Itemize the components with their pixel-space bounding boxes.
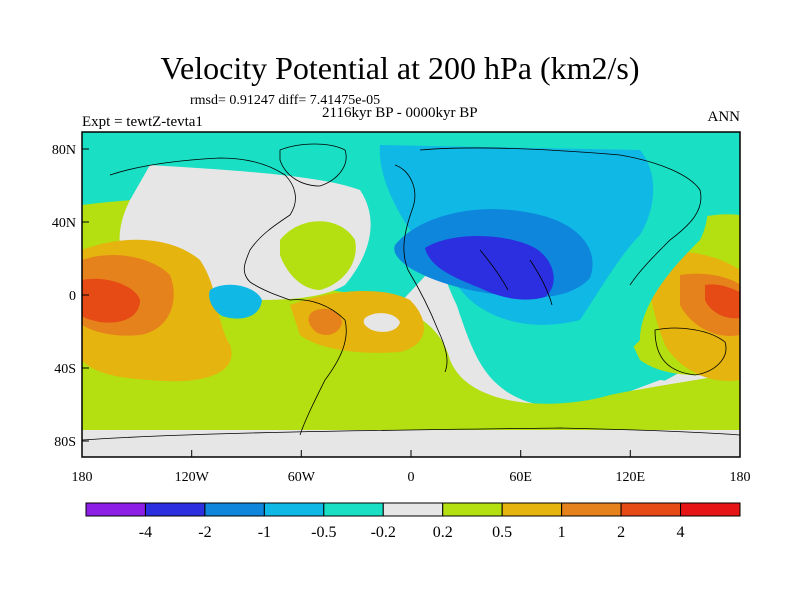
coast-india-arabia — [479, 249, 553, 306]
plot-title: Velocity Potential at 200 hPa (km2/s) — [160, 50, 640, 86]
lon-tick-marks — [81, 450, 741, 457]
colorbar-box — [680, 502, 741, 517]
colorbar-box — [204, 502, 265, 517]
rmsd-diff-stats: rmsd= 0.91247 diff= 7.41475e-05 — [190, 93, 381, 108]
colorbar-label: -0.5 — [311, 524, 336, 541]
colorbar-box — [442, 502, 503, 517]
contour-neg-0p5-americas — [209, 284, 262, 319]
colorbar-label: 2 — [617, 524, 625, 541]
lon-tick-label: 120W — [175, 470, 210, 485]
season-label: ANN — [707, 109, 741, 125]
contour-pos-2-maritime — [705, 284, 740, 319]
lat-tick-label: 80S — [54, 435, 76, 450]
colorbar-box — [382, 502, 444, 517]
colorbar-box — [144, 502, 206, 517]
colorbar-label: 4 — [677, 524, 685, 541]
experiment-label: Expt = tewtZ-tevta1 — [82, 114, 203, 130]
contour-pos-1-brazil — [308, 308, 342, 335]
colorbar-box — [620, 502, 682, 517]
colorbar-label: -0.2 — [371, 524, 396, 541]
colorbar-label: 0.5 — [492, 524, 512, 541]
colorbar-box — [561, 502, 622, 517]
colorbar-label: -2 — [198, 524, 211, 541]
coastlines — [82, 143, 740, 441]
lon-tick-label: 120E — [616, 470, 646, 485]
coast-australia — [654, 327, 727, 376]
colorbar — [85, 502, 741, 517]
lat-tick-label: 0 — [69, 289, 76, 304]
coast-south-america — [289, 299, 347, 436]
colorbar-box — [323, 502, 384, 517]
contour-field — [82, 132, 740, 457]
coast-europe-africa — [394, 164, 448, 373]
contour-pos-0p2-atlantic — [280, 221, 356, 290]
colorbar-box — [85, 502, 146, 517]
contour-neutral-atlantic-blob — [363, 313, 400, 332]
lat-tick-labels: 80N 40N 0 40S 80S — [52, 143, 76, 450]
contour-pos-0p5-atlantic — [290, 290, 424, 353]
lat-tick-label: 40N — [52, 216, 76, 231]
colorbar-label: 0.2 — [433, 524, 453, 541]
lon-tick-label: 60E — [509, 470, 532, 485]
coast-greenland — [279, 143, 347, 187]
contour-pos-2-pacific — [82, 278, 140, 323]
colorbar-box — [501, 502, 563, 517]
coast-north-america — [109, 157, 296, 301]
lat-tick-label: 80N — [52, 143, 76, 158]
coast-asia — [419, 147, 702, 286]
colorbar-label: -1 — [258, 524, 271, 541]
lon-tick-labels: 180 120W 60W 0 60E 120E 180 — [72, 470, 751, 485]
lat-tick-marks — [82, 148, 89, 442]
colorbar-label: 1 — [558, 524, 566, 541]
lat-tick-label: 40S — [54, 362, 76, 377]
colorbar-label: -4 — [139, 524, 152, 541]
lon-tick-label: 0 — [408, 470, 415, 485]
colorbar-box — [263, 502, 325, 517]
lon-tick-label: 60W — [288, 470, 316, 485]
contour-neg-2 — [425, 236, 554, 300]
colorbar-labels: -4 -2 -1 -0.5 -0.2 0.2 0.5 1 2 4 — [139, 524, 685, 541]
lon-tick-label: 180 — [730, 470, 751, 485]
coast-antarctica — [82, 427, 740, 441]
lon-tick-label: 180 — [72, 470, 93, 485]
time-period-label: 2116kyr BP - 0000kyr BP — [322, 105, 478, 121]
